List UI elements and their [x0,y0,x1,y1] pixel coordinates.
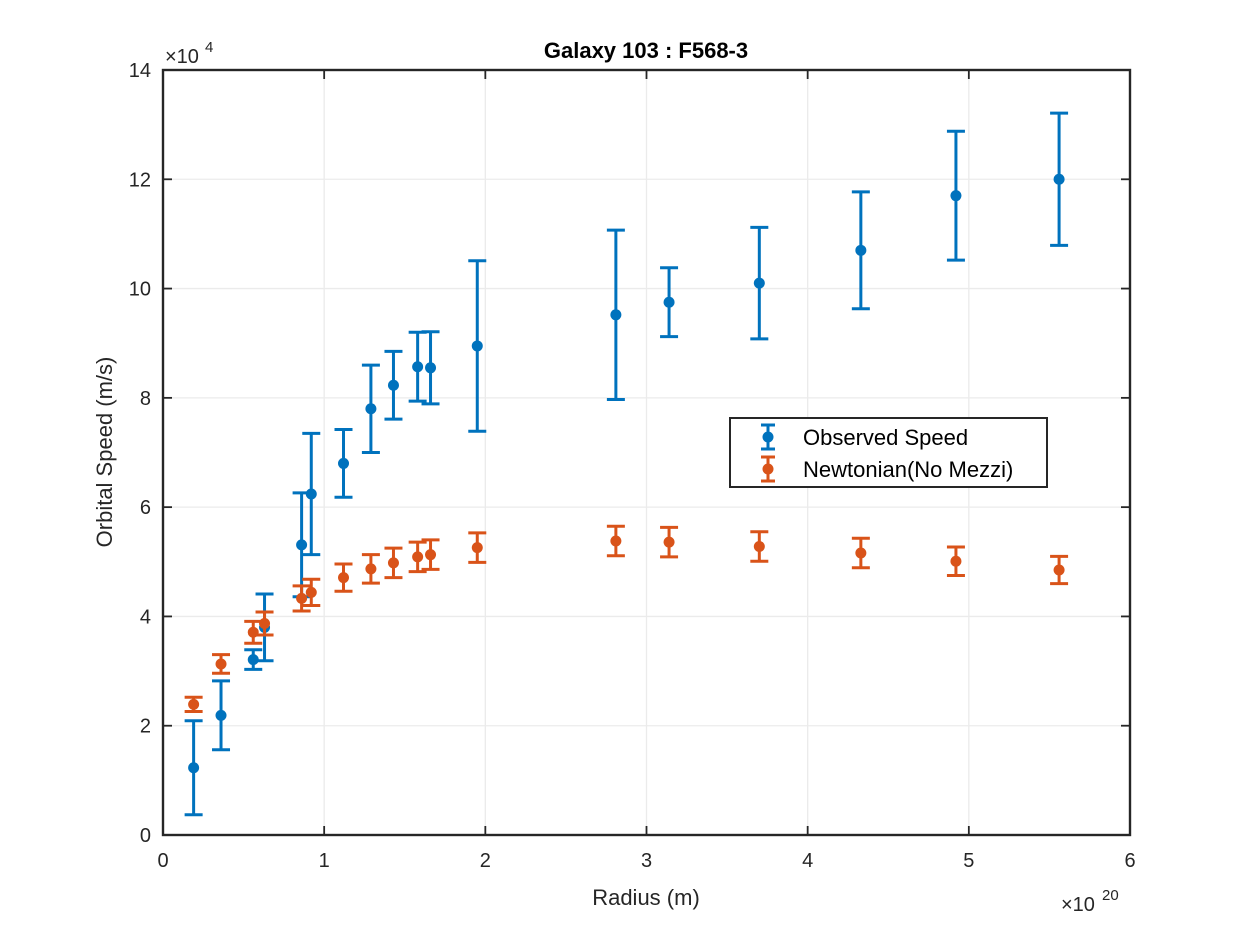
y-exponent-base: ×10 [165,46,199,68]
x-axis-exponent: ×10 20 [1061,887,1119,916]
data-point [425,362,437,374]
y-tick-label: 6 [140,497,151,519]
x-tick-label: 2 [480,850,491,872]
data-point [296,539,308,551]
y-tick-label: 10 [129,279,151,301]
data-point [471,340,483,352]
data-point [753,540,765,552]
series-observed-speed [184,111,1069,817]
x-tick-label: 3 [641,850,652,872]
y-tick-label: 12 [129,169,151,191]
data-point [950,190,962,202]
data-point [471,542,483,554]
y-exponent-power: 4 [205,39,213,56]
x-tick-label: 4 [802,850,813,872]
legend: Observed Speed Newtonian(No Mezzi) [729,417,1048,488]
chart-title: Galaxy 103 : F568-3 [544,38,748,63]
data-point [215,709,227,721]
data-point [663,296,675,308]
x-tick-label: 0 [157,850,168,872]
data-point [412,361,424,373]
data-point [215,658,227,670]
data-point [338,457,350,469]
y-axis-exponent: ×10 4 [165,39,213,68]
legend-label-newtonian: Newtonian(No Mezzi) [803,457,1013,482]
data-point [188,762,200,774]
data-point [338,572,350,584]
data-point [247,654,259,666]
data-point [305,586,317,598]
legend-marker-observed [761,423,775,451]
data-point [753,277,765,289]
x-axis-label: Radius (m) [592,885,700,910]
data-point [188,698,200,710]
y-axis-label: Orbital Speed (m/s) [92,357,117,548]
data-series [184,111,1069,817]
data-point [365,403,377,415]
data-point [259,618,271,630]
data-point [1053,173,1065,185]
data-point [855,547,867,559]
data-point [412,551,424,563]
x-tick-label: 5 [963,850,974,872]
data-point [610,535,622,547]
data-point [950,555,962,567]
legend-box [729,417,1048,488]
plot-frame [161,68,1132,837]
data-point [425,549,437,561]
y-tick-label: 4 [140,606,151,628]
x-exponent-power: 20 [1102,887,1119,904]
grid [163,70,1130,835]
y-tick-label: 14 [129,60,151,82]
data-point [387,557,399,569]
x-tick-label: 6 [1124,850,1135,872]
data-point [365,563,377,575]
y-tick-label: 2 [140,716,151,738]
x-tick-label: 1 [319,850,330,872]
data-point [663,536,675,548]
data-point [296,592,308,604]
y-tick-label: 0 [140,825,151,847]
legend-label-observed: Observed Speed [803,425,968,450]
legend-marker-newtonian [761,455,775,483]
y-tick-label: 8 [140,388,151,410]
data-point [305,488,317,500]
data-point [610,309,622,321]
data-point [855,244,867,256]
x-exponent-base: ×10 [1061,894,1095,916]
data-point [387,379,399,391]
series-newtonian [184,524,1069,714]
data-point [1053,564,1065,576]
